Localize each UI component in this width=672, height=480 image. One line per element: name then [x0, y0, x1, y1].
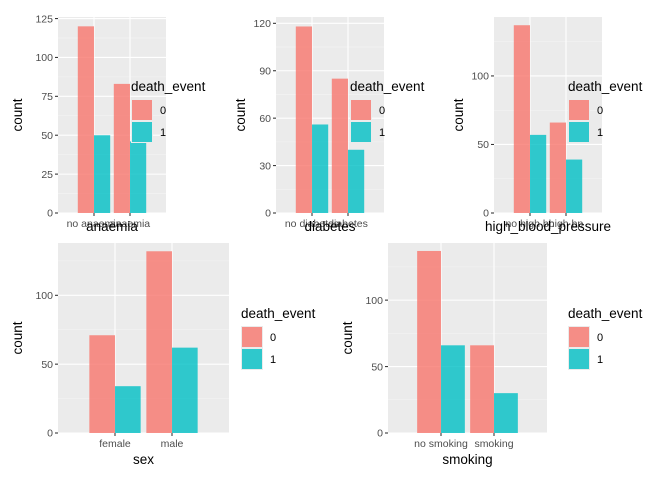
- x-axis-title: smoking: [442, 452, 492, 467]
- panel-background: [388, 243, 547, 433]
- panel-background: [58, 243, 229, 433]
- y-tick-label: 50: [371, 361, 383, 373]
- legend-label: 0: [379, 105, 385, 117]
- legend-key-event-1: [569, 349, 589, 369]
- y-tick-label: 100: [471, 71, 489, 83]
- y-tick-label: 50: [41, 130, 53, 142]
- legend-key-event-0: [242, 327, 262, 347]
- bar-smoking-event-1: [494, 393, 518, 433]
- legend-key-event-1: [132, 122, 152, 142]
- y-tick-label: 75: [41, 91, 53, 103]
- x-tick-label: no anaemia: [67, 218, 122, 230]
- y-axis-title: count: [451, 98, 466, 131]
- bar-high-bp-event-1: [566, 159, 583, 213]
- x-axis-title: anaemia: [86, 219, 138, 234]
- bar-female-event-1: [115, 386, 141, 433]
- bar-smoking-event-0: [470, 345, 494, 433]
- x-tick-label: diabetes: [328, 218, 368, 230]
- bar-no-smoking-event-0: [417, 250, 441, 433]
- bar-anaemia-event-1: [130, 141, 147, 213]
- legend-key-event-0: [569, 327, 589, 347]
- x-axis-title: diabetes: [304, 219, 355, 234]
- bar-female-event-0: [89, 335, 115, 433]
- legend-key-event-0: [132, 100, 152, 120]
- y-tick-label: 25: [41, 169, 53, 181]
- y-tick-label: 50: [41, 359, 53, 371]
- x-tick-label: smoking: [474, 438, 513, 450]
- x-tick-label: male: [161, 438, 184, 450]
- bar-male-event-1: [172, 347, 198, 433]
- bar-male-event-0: [146, 251, 172, 433]
- y-tick-label: 100: [35, 52, 53, 64]
- legend-label: 0: [160, 105, 166, 117]
- x-tick-label: high bp: [549, 218, 584, 230]
- legend: death_event 0 1: [241, 306, 316, 370]
- legend-title: death_event: [568, 306, 643, 321]
- legend-label: 0: [270, 332, 276, 344]
- y-axis-title: count: [233, 98, 248, 131]
- legend-key-event-0: [569, 100, 589, 120]
- legend-title: death_event: [568, 79, 643, 94]
- x-tick-label: no diabetes: [285, 218, 339, 230]
- y-tick-label: 60: [259, 113, 271, 125]
- y-tick-label: 0: [483, 208, 489, 220]
- legend: death_event 0 1: [131, 79, 206, 143]
- legend-title: death_event: [350, 79, 425, 94]
- bar-no-anaemia-event-0: [77, 26, 94, 214]
- bar-diabetes-event-1: [348, 149, 365, 213]
- legend-label: 0: [597, 332, 603, 344]
- legend-key-event-1: [351, 122, 371, 142]
- legend: death_event 0 1: [568, 306, 643, 370]
- legend: death_event 0 1: [350, 79, 425, 143]
- y-axis-title: count: [340, 321, 355, 354]
- x-tick-label: no smoking: [414, 438, 468, 450]
- y-tick-label: 100: [35, 290, 53, 302]
- x-axis-title: high_blood_pressure: [485, 219, 611, 234]
- bar-high-bp-event-0: [549, 122, 566, 213]
- legend-key-event-1: [569, 122, 589, 142]
- legend-label: 1: [160, 127, 166, 139]
- y-tick-label: 0: [47, 428, 53, 440]
- x-tick-label: no high bp: [505, 218, 554, 230]
- legend-label: 1: [597, 354, 603, 366]
- legend: death_event 0 1: [568, 79, 643, 143]
- y-tick-label: 120: [253, 18, 271, 30]
- legend-label: 1: [270, 354, 276, 366]
- bar-no-high-bp-event-1: [530, 134, 547, 213]
- bar-anaemia-event-0: [113, 83, 130, 213]
- y-axis-title: count: [10, 321, 25, 354]
- legend-title: death_event: [131, 79, 206, 94]
- x-tick-label: anaemia: [110, 218, 150, 230]
- legend-label: 1: [597, 127, 603, 139]
- bar-no-diabetes-event-1: [312, 124, 329, 213]
- legend-title: death_event: [241, 306, 316, 321]
- bar-diabetes-event-0: [331, 78, 348, 213]
- bar-no-high-bp-event-0: [513, 25, 530, 214]
- y-tick-label: 30: [259, 160, 271, 172]
- y-tick-label: 0: [265, 208, 271, 220]
- legend-key-event-0: [351, 100, 371, 120]
- x-axis-title: sex: [133, 452, 154, 467]
- legend-label: 1: [379, 127, 385, 139]
- y-tick-label: 125: [35, 13, 53, 25]
- chart-smoking: 0 50 100 no smoking smoking smoking count death…: [340, 243, 643, 467]
- y-tick-label: 0: [47, 208, 53, 220]
- bar-no-smoking-event-1: [441, 345, 465, 433]
- y-axis-title: count: [10, 98, 25, 131]
- y-tick-label: 50: [477, 139, 489, 151]
- legend-key-event-1: [242, 349, 262, 369]
- y-tick-label: 0: [377, 428, 383, 440]
- bar-no-anaemia-event-1: [94, 135, 111, 213]
- bar-no-diabetes-event-0: [295, 26, 312, 213]
- x-tick-label: female: [99, 438, 131, 450]
- legend-label: 0: [597, 105, 603, 117]
- y-tick-label: 100: [365, 295, 383, 307]
- y-tick-label: 90: [259, 65, 271, 77]
